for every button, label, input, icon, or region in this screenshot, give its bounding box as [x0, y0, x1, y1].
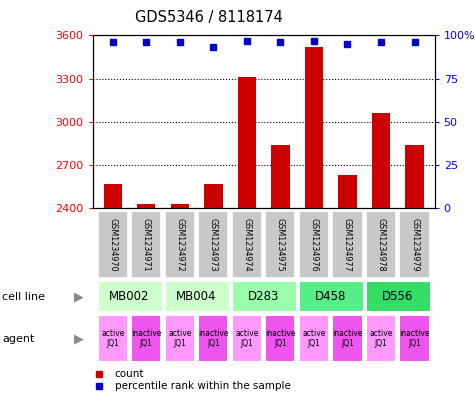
Text: GSM1234973: GSM1234973: [209, 218, 218, 272]
Text: active
JQ1: active JQ1: [101, 329, 124, 348]
Bar: [399, 315, 429, 362]
Text: MB002: MB002: [109, 290, 150, 303]
Text: ▶: ▶: [74, 290, 83, 303]
Bar: [366, 281, 431, 312]
Bar: [366, 315, 396, 362]
Text: active
JQ1: active JQ1: [369, 329, 393, 348]
Text: inactive
JQ1: inactive JQ1: [265, 329, 295, 348]
Bar: [399, 211, 429, 278]
Text: MB004: MB004: [176, 290, 217, 303]
Text: ▶: ▶: [74, 332, 83, 345]
Bar: [232, 211, 262, 278]
Bar: [98, 281, 163, 312]
Text: count: count: [115, 369, 144, 379]
Text: inactive
JQ1: inactive JQ1: [332, 329, 363, 348]
Bar: [137, 204, 155, 208]
Text: GSM1234975: GSM1234975: [276, 218, 285, 272]
Text: active
JQ1: active JQ1: [168, 329, 191, 348]
Text: D556: D556: [382, 290, 413, 303]
Bar: [232, 315, 262, 362]
Bar: [165, 315, 195, 362]
Bar: [304, 47, 323, 208]
Bar: [299, 211, 329, 278]
Bar: [165, 281, 230, 312]
Bar: [266, 211, 295, 278]
Bar: [131, 315, 162, 362]
Text: active
JQ1: active JQ1: [302, 329, 325, 348]
Text: D283: D283: [248, 290, 279, 303]
Text: GSM1234979: GSM1234979: [410, 218, 419, 272]
Bar: [332, 315, 362, 362]
Bar: [104, 184, 122, 208]
Text: GSM1234970: GSM1234970: [108, 218, 117, 272]
Bar: [198, 315, 228, 362]
Bar: [271, 145, 290, 208]
Text: GDS5346 / 8118174: GDS5346 / 8118174: [135, 10, 283, 25]
Bar: [232, 281, 297, 312]
Text: GSM1234971: GSM1234971: [142, 218, 151, 272]
Text: GSM1234978: GSM1234978: [377, 218, 386, 272]
Text: inactive
JQ1: inactive JQ1: [198, 329, 228, 348]
Text: inactive
JQ1: inactive JQ1: [399, 329, 430, 348]
Text: GSM1234974: GSM1234974: [242, 218, 251, 272]
Bar: [165, 211, 195, 278]
Bar: [131, 211, 162, 278]
Text: GSM1234977: GSM1234977: [343, 218, 352, 272]
Bar: [299, 315, 329, 362]
Bar: [266, 315, 295, 362]
Text: D458: D458: [315, 290, 346, 303]
Text: active
JQ1: active JQ1: [235, 329, 258, 348]
Bar: [338, 175, 357, 208]
Text: GSM1234976: GSM1234976: [309, 218, 318, 272]
Bar: [238, 77, 256, 208]
Bar: [171, 204, 189, 208]
Bar: [204, 184, 223, 208]
Bar: [366, 211, 396, 278]
Bar: [98, 211, 128, 278]
Text: agent: agent: [2, 334, 35, 343]
Text: inactive
JQ1: inactive JQ1: [131, 329, 162, 348]
Bar: [299, 281, 364, 312]
Bar: [332, 211, 362, 278]
Text: GSM1234972: GSM1234972: [175, 218, 184, 272]
Bar: [198, 211, 228, 278]
Bar: [405, 145, 424, 208]
Text: percentile rank within the sample: percentile rank within the sample: [115, 381, 291, 391]
Bar: [372, 113, 390, 208]
Text: cell line: cell line: [2, 292, 46, 301]
Bar: [98, 315, 128, 362]
